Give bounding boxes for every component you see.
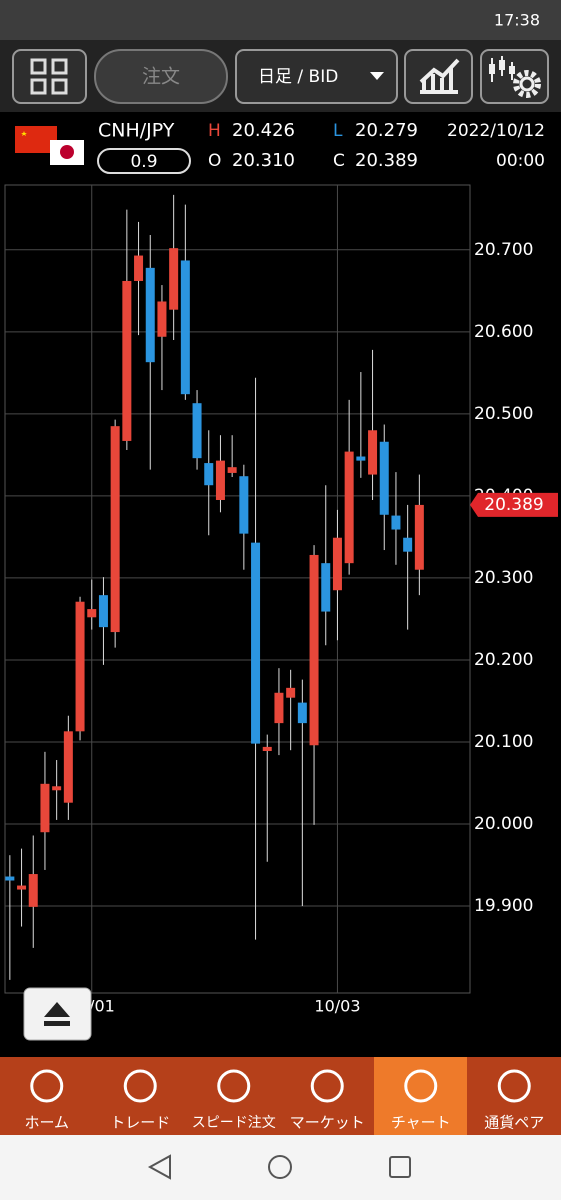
- symbol: CNH/JPY: [98, 120, 175, 142]
- candle-body: [251, 542, 261, 744]
- plot-area: [4, 184, 471, 994]
- order-button[interactable]: [94, 49, 228, 104]
- candle-body: [286, 687, 296, 698]
- nav-label[interactable]: スピード注文: [192, 1115, 276, 1131]
- dropdown-arrow: [370, 72, 384, 80]
- period-select-label: 日足 / BID: [258, 67, 338, 87]
- candle-body: [274, 692, 284, 724]
- nav-label[interactable]: トレード: [110, 1114, 170, 1132]
- y-tick-label: 20.300: [474, 568, 533, 588]
- candle-body: [262, 746, 272, 752]
- home-button[interactable]: [268, 1155, 292, 1179]
- candle-body: [215, 460, 225, 500]
- nav-items: ホーム トレード スピード注文 マーケット チャート 通貨ペア: [24, 1069, 544, 1132]
- candle-body: [297, 702, 307, 724]
- low-value: 20.279: [355, 120, 418, 141]
- settings-button[interactable]: [480, 49, 549, 104]
- candle-body: [5, 876, 15, 881]
- low-label: L: [333, 121, 343, 141]
- candle-body: [332, 537, 342, 591]
- candle-body: [204, 463, 214, 486]
- y-tick-label: 20.600: [474, 322, 533, 342]
- current-price-label: 20.389: [484, 495, 543, 515]
- menu-button[interactable]: [12, 49, 87, 104]
- quote-time: 00:00: [496, 151, 545, 171]
- candle-body: [63, 731, 73, 803]
- collapse-button[interactable]: [23, 987, 92, 1041]
- candle-body: [239, 476, 249, 534]
- candle-body: [309, 554, 319, 746]
- candle-body: [379, 441, 389, 515]
- candle-body: [17, 885, 27, 890]
- candle-body: [368, 430, 378, 475]
- open-label: O: [208, 151, 221, 171]
- candle-body: [40, 783, 50, 833]
- high-label: H: [208, 121, 221, 141]
- nav-icon[interactable]: [497, 1069, 531, 1103]
- y-tick-label: 20.200: [474, 650, 533, 670]
- nav-icon[interactable]: [404, 1069, 438, 1103]
- candle-body: [192, 403, 202, 459]
- y-tick-label: 20.700: [474, 240, 533, 260]
- close-value: 20.389: [355, 150, 418, 171]
- nav-icon[interactable]: [217, 1069, 251, 1103]
- clock: 17:38: [494, 11, 540, 30]
- nav-label[interactable]: マーケット: [290, 1114, 365, 1132]
- nav-label[interactable]: ホーム: [24, 1114, 69, 1132]
- candlestick-chart: 19.90020.00020.10020.20020.30020.40020.5…: [5, 185, 558, 1016]
- currency-flags: [15, 126, 84, 165]
- nav-label[interactable]: チャート: [391, 1114, 451, 1132]
- y-tick-label: 19.900: [474, 896, 533, 916]
- candle-body: [414, 504, 424, 570]
- nav-icon[interactable]: [123, 1069, 157, 1103]
- candle-body: [28, 874, 38, 907]
- candle-body: [180, 260, 190, 395]
- y-tick-label: 20.000: [474, 814, 533, 834]
- nav-icon[interactable]: [30, 1069, 64, 1103]
- candle-body: [227, 467, 237, 473]
- candle-body: [321, 563, 331, 612]
- spread-pill: [97, 148, 191, 174]
- chart-type-button[interactable]: [404, 49, 473, 104]
- nav-label[interactable]: 通貨ペア: [484, 1114, 544, 1132]
- close-label: C: [333, 151, 345, 171]
- period-select[interactable]: [235, 49, 398, 104]
- current-price-marker: [470, 492, 558, 517]
- y-tick-label: 20.100: [474, 732, 533, 752]
- quote-date: 2022/10/12: [447, 121, 545, 141]
- candle-body: [344, 451, 354, 564]
- candle-body: [75, 601, 85, 732]
- open-value: 20.310: [232, 150, 295, 171]
- system-nav: [0, 1135, 561, 1200]
- back-button[interactable]: [147, 1154, 171, 1180]
- high-value: 20.426: [232, 120, 295, 141]
- recents-button[interactable]: [389, 1156, 411, 1178]
- candle-body: [145, 267, 155, 363]
- candle-body: [169, 248, 179, 310]
- nav-icon[interactable]: [310, 1069, 344, 1103]
- bottom-nav: [0, 1057, 561, 1135]
- candle-body: [87, 609, 97, 618]
- candle-body: [391, 515, 401, 530]
- x-tick-label: 10/03: [314, 997, 360, 1016]
- order-button-label: 注文: [142, 66, 180, 88]
- candle-body: [52, 786, 62, 791]
- spread: 0.9: [130, 152, 157, 172]
- candle-body: [134, 255, 144, 281]
- candle-body: [122, 280, 132, 441]
- status-bar: [0, 0, 561, 40]
- candle-body: [403, 537, 413, 552]
- candle-body: [110, 426, 120, 633]
- y-tick-label: 20.500: [474, 404, 533, 424]
- candle-body: [98, 595, 108, 628]
- candle-body: [157, 301, 167, 337]
- candle-body: [356, 456, 366, 461]
